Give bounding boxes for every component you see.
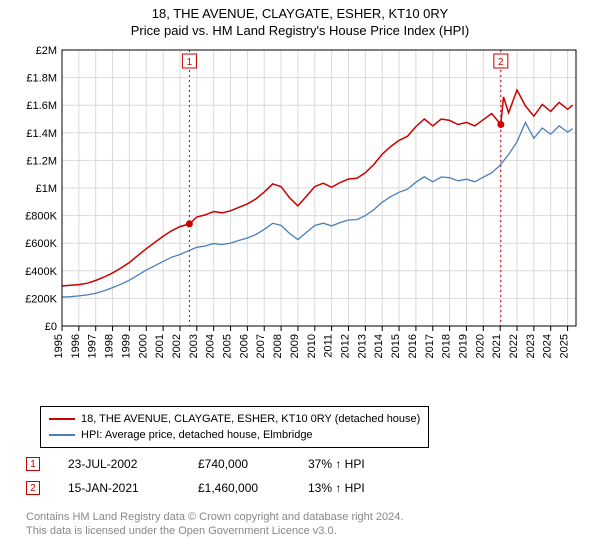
- svg-text:2015: 2015: [390, 334, 402, 358]
- legend-label-1: 18, THE AVENUE, CLAYGATE, ESHER, KT10 0R…: [81, 411, 420, 427]
- price-events: 1 23-JUL-2002 £740,000 37% ↑ HPI 2 15-JA…: [26, 452, 408, 500]
- price-row-1: 1 23-JUL-2002 £740,000 37% ↑ HPI: [26, 452, 408, 476]
- footer-line-1: Contains HM Land Registry data © Crown c…: [26, 510, 403, 524]
- svg-text:2016: 2016: [407, 334, 419, 358]
- svg-text:2004: 2004: [205, 334, 217, 358]
- svg-text:2001: 2001: [154, 334, 166, 358]
- price-marker-1: 1: [26, 457, 40, 471]
- svg-text:£800K: £800K: [25, 211, 57, 223]
- chart: £0 £200K £400K £600K £800K £1M £1.2M £1.4M £1.6M…: [16, 44, 584, 374]
- svg-text:1996: 1996: [70, 334, 82, 358]
- chart-card: 18, THE AVENUE, CLAYGATE, ESHER, KT10 0R…: [0, 0, 600, 560]
- svg-text:£200K: £200K: [25, 293, 57, 305]
- svg-text:2018: 2018: [441, 334, 453, 358]
- legend-row-2: HPI: Average price, detached house, Elmb…: [49, 427, 420, 443]
- svg-text:2006: 2006: [238, 334, 250, 358]
- price-marker-2: 2: [26, 481, 40, 495]
- svg-text:2025: 2025: [559, 334, 571, 358]
- price-date-2: 15-JAN-2021: [68, 481, 198, 495]
- svg-text:2000: 2000: [137, 334, 149, 358]
- price-amount-2: £1,460,000: [198, 481, 308, 495]
- address-title: 18, THE AVENUE, CLAYGATE, ESHER, KT10 0R…: [0, 6, 600, 21]
- subtitle: Price paid vs. HM Land Registry's House …: [0, 23, 600, 38]
- svg-text:2012: 2012: [339, 334, 351, 358]
- svg-text:1999: 1999: [120, 334, 132, 358]
- price-pct-1: 37% ↑ HPI: [308, 457, 408, 471]
- svg-text:£400K: £400K: [25, 266, 57, 278]
- svg-text:1995: 1995: [53, 334, 65, 358]
- svg-text:£1.2M: £1.2M: [26, 155, 57, 167]
- svg-text:2011: 2011: [323, 334, 335, 358]
- svg-text:2010: 2010: [306, 334, 318, 358]
- svg-text:£600K: £600K: [25, 238, 57, 250]
- legend-swatch-red: [49, 418, 75, 420]
- svg-text:£2M: £2M: [36, 45, 57, 57]
- svg-text:2009: 2009: [289, 334, 301, 358]
- svg-text:£1.4M: £1.4M: [26, 128, 57, 140]
- legend-label-2: HPI: Average price, detached house, Elmb…: [81, 427, 313, 443]
- svg-text:2013: 2013: [356, 334, 368, 358]
- svg-text:2007: 2007: [255, 334, 267, 358]
- svg-text:2021: 2021: [491, 334, 503, 358]
- legend-row-1: 18, THE AVENUE, CLAYGATE, ESHER, KT10 0R…: [49, 411, 420, 427]
- price-amount-1: £740,000: [198, 457, 308, 471]
- svg-text:2005: 2005: [222, 334, 234, 358]
- svg-text:2014: 2014: [373, 334, 385, 358]
- svg-text:2019: 2019: [457, 334, 469, 358]
- svg-text:2003: 2003: [188, 334, 200, 358]
- svg-text:2024: 2024: [542, 334, 554, 358]
- svg-text:2020: 2020: [474, 334, 486, 358]
- svg-text:£1.8M: £1.8M: [26, 73, 57, 85]
- chart-svg: £0 £200K £400K £600K £800K £1M £1.2M £1.4M £1.6M…: [16, 44, 584, 374]
- price-row-2: 2 15-JAN-2021 £1,460,000 13% ↑ HPI: [26, 476, 408, 500]
- svg-text:2022: 2022: [508, 334, 520, 358]
- legend-swatch-blue: [49, 434, 75, 436]
- svg-text:2: 2: [498, 57, 504, 68]
- svg-text:1997: 1997: [87, 334, 99, 358]
- footer-line-2: This data is licensed under the Open Gov…: [26, 524, 403, 538]
- legend-box: 18, THE AVENUE, CLAYGATE, ESHER, KT10 0R…: [40, 406, 429, 448]
- svg-text:£0: £0: [45, 321, 57, 333]
- price-date-1: 23-JUL-2002: [68, 457, 198, 471]
- svg-text:1998: 1998: [104, 334, 116, 358]
- svg-text:2023: 2023: [525, 334, 537, 358]
- footer: Contains HM Land Registry data © Crown c…: [26, 510, 403, 538]
- svg-text:£1.6M: £1.6M: [26, 100, 57, 112]
- price-pct-2: 13% ↑ HPI: [308, 481, 408, 495]
- svg-text:1: 1: [187, 57, 193, 68]
- svg-text:2002: 2002: [171, 334, 183, 358]
- svg-text:2017: 2017: [424, 334, 436, 358]
- svg-text:£1M: £1M: [36, 183, 57, 195]
- svg-text:2008: 2008: [272, 334, 284, 358]
